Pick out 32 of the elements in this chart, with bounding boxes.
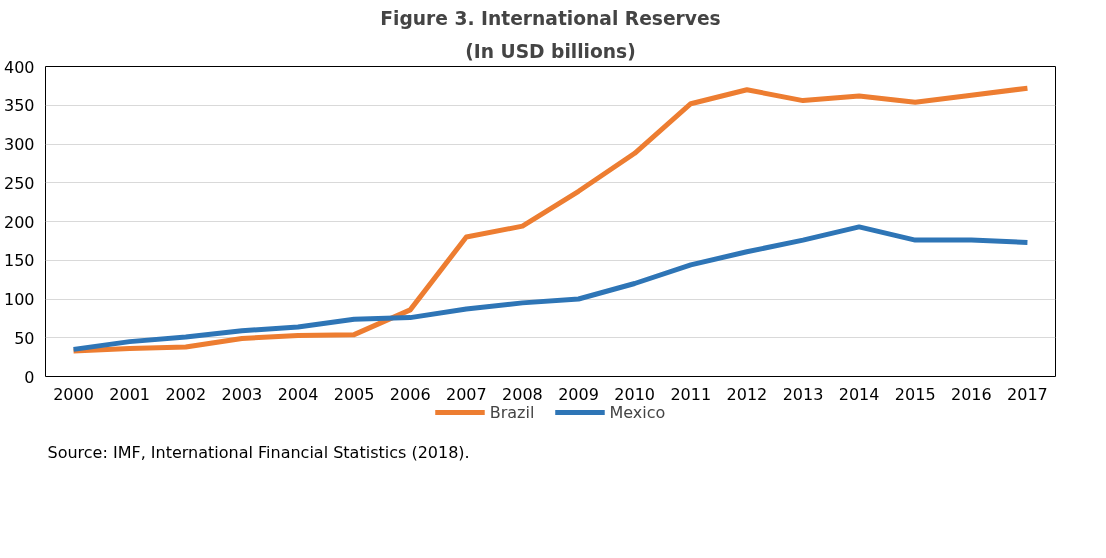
x-tick-label: 2013 <box>782 384 824 404</box>
legend-label: Mexico <box>609 402 666 422</box>
legend-label: Brazil <box>489 402 535 422</box>
chart-title: Figure 3. International Reserves <box>380 7 721 29</box>
x-tick-label: 2014 <box>838 384 880 404</box>
x-tick-label: 2006 <box>389 384 431 404</box>
x-tick-label: 2003 <box>221 384 263 404</box>
y-tick-label: 0 <box>24 367 35 387</box>
x-tick-label: 2011 <box>670 384 712 404</box>
x-tick-label: 2008 <box>502 384 543 404</box>
x-tick-label: 2016 <box>950 384 992 404</box>
x-tick-label: 2009 <box>558 384 599 404</box>
y-tick-label: 300 <box>3 135 35 154</box>
y-tick-label: 400 <box>3 57 35 77</box>
chart-subtitle: (In USD billions) <box>465 40 636 62</box>
source-note: Source: IMF, International Financial Statistics (2018). <box>47 442 470 462</box>
x-tick-label: 2002 <box>165 384 207 404</box>
x-tick-label: 2001 <box>109 384 151 404</box>
y-tick-label: 150 <box>3 251 35 271</box>
x-tick-label: 2010 <box>614 384 656 404</box>
x-tick-label: 2000 <box>53 384 94 404</box>
y-tick-label: 100 <box>3 290 35 309</box>
x-tick-label: 2012 <box>726 384 768 404</box>
y-tick-label: 350 <box>3 96 35 116</box>
x-tick-label: 2015 <box>894 384 936 404</box>
y-tick-label: 50 <box>14 328 35 348</box>
x-tick-label: 2005 <box>333 384 375 404</box>
x-tick-label: 2007 <box>445 384 487 404</box>
x-tick-label: 2004 <box>277 384 319 404</box>
y-tick-label: 200 <box>3 212 35 232</box>
x-tick-label: 2017 <box>1007 384 1048 404</box>
y-tick-label: 250 <box>3 173 35 193</box>
